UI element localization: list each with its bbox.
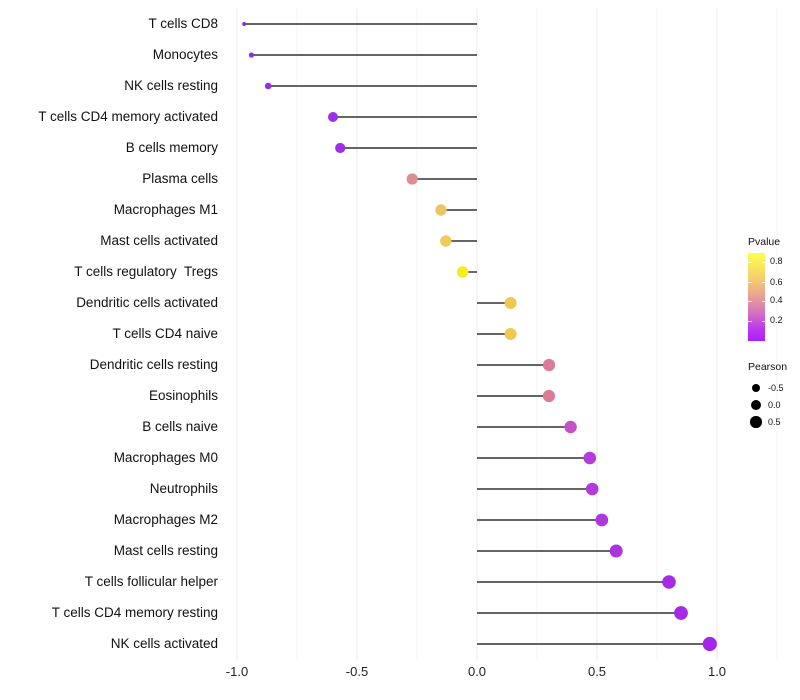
lollipop-dot: [335, 142, 346, 154]
x-axis-tick-label: 1.0: [707, 664, 727, 679]
y-axis-label: Mast cells activated: [100, 233, 218, 248]
y-axis-label: Dendritic cells resting: [89, 357, 218, 372]
pvalue-colorbar-tick-mark: [748, 300, 752, 302]
y-axis-label: Plasma cells: [142, 171, 218, 186]
x-axis-tick-label: 0.0: [467, 664, 487, 679]
y-axis-label: T cells CD4 memory activated: [38, 109, 218, 124]
pvalue-colorbar-tick-mark: [761, 282, 765, 284]
pearson-legend-item: 0.5: [749, 414, 781, 430]
x-axis-tick-label: -0.5: [345, 664, 369, 679]
lollipop-dot: [435, 204, 447, 216]
pvalue-colorbar-tick-mark: [748, 261, 752, 263]
lollipop-dot: [609, 544, 623, 558]
y-axis-label: NK cells activated: [110, 636, 218, 651]
pvalue-colorbar-tick-mark: [761, 320, 765, 322]
pearson-legend-label: -0.5: [768, 382, 784, 393]
pvalue-colorbar-tick-mark: [748, 320, 752, 322]
lollipop-dot: [242, 22, 247, 26]
y-axis-label: Mast cells resting: [113, 543, 218, 558]
pvalue-colorbar-tick-label: 0.2: [770, 315, 783, 326]
pearson-legend-label: 0.5: [768, 416, 781, 427]
pvalue-colorbar-tick-mark: [748, 282, 752, 284]
lollipop-dot: [542, 389, 556, 403]
pearson-legend-item: 0.0: [749, 397, 781, 413]
y-axis-label: Monocytes: [152, 47, 218, 62]
y-axis-label: Macrophages M0: [113, 450, 218, 465]
y-axis-label: T cells CD4 naive: [112, 326, 218, 341]
pvalue-colorbar-tick-label: 0.6: [770, 276, 783, 287]
pearson-legend-dot: [750, 416, 762, 428]
lollipop-dot: [328, 112, 338, 122]
pearson-legend-dot-wrap: [749, 383, 763, 393]
lollipop-dot: [542, 358, 556, 372]
y-axis-label: T cells regulatory Tregs: [74, 264, 218, 279]
pearson-legend-title: Pearson: [748, 361, 788, 373]
pvalue-colorbar: [748, 253, 765, 341]
y-axis-label: Eosinophils: [148, 388, 218, 403]
pvalue-colorbar-tick-label: 0.4: [770, 295, 783, 306]
lollipop-dot: [674, 606, 688, 620]
x-axis-tick-label: 0.5: [587, 664, 607, 679]
y-axis-label: Macrophages M1: [113, 202, 218, 217]
lollipop-dot: [264, 82, 272, 90]
lollipop-dot: [440, 235, 452, 247]
x-axis-tick-label: -1.0: [225, 664, 249, 679]
pvalue-legend-title: Pvalue: [748, 236, 781, 248]
y-axis-label: T cells CD4 memory resting: [51, 605, 218, 620]
y-axis-label: T cells follicular helper: [84, 574, 218, 589]
pearson-legend-dot: [751, 400, 761, 410]
lollipop-dot: [504, 328, 517, 340]
pvalue-colorbar-tick-label: 0.8: [770, 256, 783, 267]
y-axis-label: Neutrophils: [149, 481, 218, 496]
y-axis-label: Macrophages M2: [113, 512, 218, 527]
pearson-legend-item: -0.5: [749, 380, 784, 396]
pearson-legend-dot-wrap: [749, 400, 763, 410]
y-axis-label: NK cells resting: [124, 78, 218, 93]
lollipop-dot: [662, 575, 676, 589]
lollipop-dot: [595, 513, 609, 527]
lollipop-dot: [406, 173, 418, 185]
y-axis-label: B cells memory: [125, 140, 218, 155]
pearson-legend-dot-wrap: [749, 416, 763, 428]
lollipop-dot: [456, 266, 469, 278]
lollipop-dot: [583, 451, 597, 465]
lollipop-dot: [504, 297, 517, 309]
lollipop-dot: [702, 636, 717, 652]
pearson-legend-dot: [751, 383, 761, 393]
pearson-legend-label: 0.0: [768, 399, 781, 410]
y-axis-label: T cells CD8: [148, 16, 218, 31]
y-axis-label: Dendritic cells activated: [76, 295, 218, 310]
lollipop-dot: [248, 52, 254, 58]
y-axis-label: B cells naive: [142, 419, 218, 434]
lollipop-dot: [564, 420, 577, 434]
pvalue-colorbar-tick-mark: [761, 300, 765, 302]
pvalue-colorbar-tick-mark: [761, 261, 765, 263]
lollipop-dot: [585, 482, 599, 496]
